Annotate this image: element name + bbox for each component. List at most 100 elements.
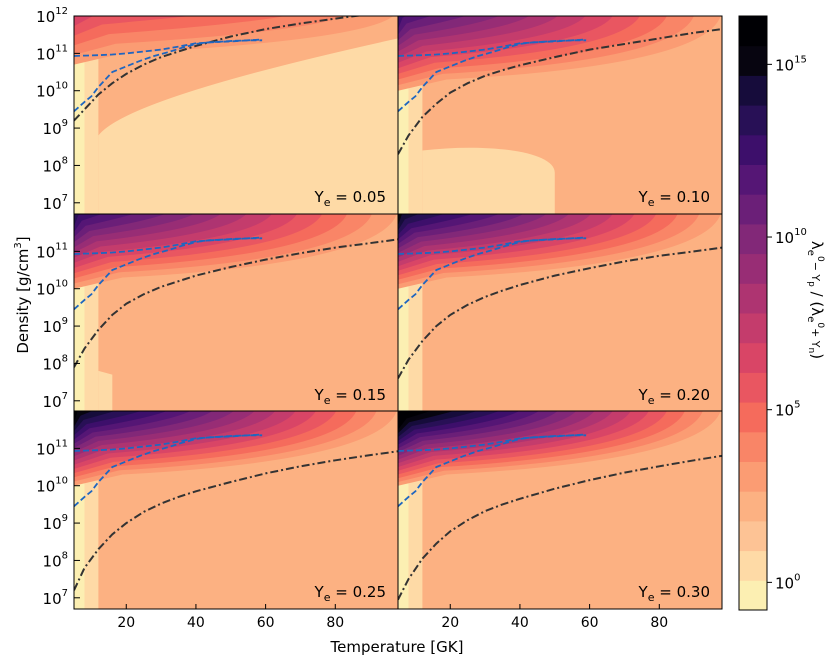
panel-frame bbox=[397, 410, 723, 610]
x-axis-label: Temperature [GK] bbox=[330, 638, 464, 656]
panel-label: Ye = 0.10 bbox=[638, 188, 710, 209]
panel: Ye = 0.10 bbox=[397, 15, 723, 215]
panel-label: Ye = 0.15 bbox=[314, 386, 386, 407]
y-tick-label: 1011 bbox=[36, 241, 68, 261]
contour-band bbox=[74, 0, 123, 9]
contour-field bbox=[398, 16, 722, 214]
dashed-curve bbox=[74, 38, 263, 57]
colorbar-band bbox=[739, 164, 767, 195]
contour-band bbox=[98, 370, 113, 412]
colorbar-band bbox=[739, 313, 767, 344]
x-tick-label: 20 bbox=[117, 615, 135, 631]
dashed-curve bbox=[398, 236, 587, 255]
colorbar-tick-label: 105 bbox=[775, 400, 800, 420]
panel: Ye = 0.20 bbox=[397, 213, 723, 413]
contour-band bbox=[398, 411, 413, 426]
colorbar-band bbox=[739, 194, 767, 225]
y-tick-label: 107 bbox=[43, 193, 68, 213]
panel: Ye = 0.05 1012 1011 1010 109 108 107 bbox=[36, 0, 399, 215]
panel-grid: Ye = 0.05 1012 1011 1010 109 108 107 Ye = 0.10 Y… bbox=[36, 0, 723, 631]
x-tick-label: 80 bbox=[326, 615, 344, 631]
contour-band bbox=[398, 214, 445, 235]
contour-field bbox=[74, 0, 398, 214]
dashed-curve bbox=[398, 433, 587, 452]
contour-band bbox=[398, 214, 409, 412]
contour-band bbox=[422, 147, 555, 214]
contour-band bbox=[98, 38, 398, 214]
contour-band bbox=[74, 411, 85, 609]
y-tick-label: 108 bbox=[43, 155, 68, 175]
contour-band bbox=[398, 16, 406, 30]
contour-band bbox=[74, 214, 85, 412]
contour-field bbox=[74, 411, 398, 609]
contour-band bbox=[74, 411, 93, 427]
y-tick-label: 1010 bbox=[36, 279, 68, 299]
contour-band bbox=[74, 16, 286, 46]
y-tick-label: 107 bbox=[43, 391, 68, 411]
colorbar-band bbox=[739, 16, 767, 47]
panel: Ye = 0.15 1011 1010 109 108 107 bbox=[36, 213, 399, 413]
contour-band bbox=[74, 16, 192, 36]
colorbar-band bbox=[739, 75, 767, 106]
x-tick-label: 40 bbox=[511, 615, 529, 631]
colorbar-tick-label: 100 bbox=[775, 572, 800, 592]
panel-label: Ye = 0.30 bbox=[638, 583, 710, 604]
contour-band bbox=[398, 16, 409, 214]
y-tick-label: 108 bbox=[43, 550, 68, 570]
panel-label: Ye = 0.20 bbox=[638, 386, 710, 407]
colorbar-frame bbox=[738, 15, 768, 611]
contour-band bbox=[74, 411, 79, 423]
x-tick-label: 40 bbox=[187, 615, 205, 631]
colorbar-band bbox=[739, 550, 767, 581]
colorbar-band bbox=[739, 45, 767, 76]
contour-band bbox=[74, 214, 81, 227]
colorbar-band bbox=[739, 342, 767, 373]
dashdot-curve bbox=[74, 16, 364, 122]
colorbar: 1015 1010 105 100 λe0− Yp / (λe0+ Yn) bbox=[738, 15, 826, 611]
colorbar-tick-label: 1015 bbox=[775, 54, 807, 74]
contour-band bbox=[74, 214, 134, 237]
dashdot-curve bbox=[74, 238, 398, 368]
x-tick-label: 60 bbox=[257, 615, 275, 631]
y-axis-label: Density [g/cm3] bbox=[13, 236, 32, 353]
dashdot-curve bbox=[398, 454, 722, 601]
colorbar-band bbox=[739, 223, 767, 255]
y-tick-label: 1011 bbox=[36, 438, 68, 458]
panel-label: Ye = 0.05 bbox=[314, 188, 386, 209]
colorbar-label: λe0− Yp / (λe0+ Yn) bbox=[805, 241, 826, 359]
colorbar-band bbox=[739, 283, 767, 314]
colorbar-band bbox=[739, 431, 767, 462]
dashed-curve bbox=[74, 236, 263, 255]
dashdot-curve bbox=[398, 28, 722, 155]
contour-band bbox=[398, 214, 403, 226]
colorbar-band bbox=[739, 520, 767, 552]
contour-band bbox=[398, 214, 419, 231]
y-tick-label: 1010 bbox=[36, 476, 68, 496]
x-tick-label: 20 bbox=[441, 615, 459, 631]
colorbar-band bbox=[739, 253, 767, 284]
panel-label: Ye = 0.25 bbox=[314, 583, 386, 604]
contour-band bbox=[74, 16, 94, 27]
dashdot-curve bbox=[74, 450, 398, 591]
colorbar-band bbox=[739, 461, 767, 492]
colorbar-band bbox=[739, 580, 767, 611]
y-tick-label: 108 bbox=[43, 353, 68, 373]
panel: Ye = 0.25 1011 1010 109 108 107 20 40 60 80 bbox=[36, 410, 399, 631]
y-tick-label: 1012 bbox=[36, 6, 68, 26]
contour-field bbox=[398, 411, 722, 609]
y-tick-label: 107 bbox=[43, 588, 68, 608]
dashed-curve bbox=[74, 433, 263, 452]
dashdot-curve bbox=[398, 246, 722, 379]
contour-band bbox=[74, 214, 102, 232]
y-tick-label: 109 bbox=[43, 316, 68, 336]
y-tick-label: 1011 bbox=[36, 43, 68, 63]
y-tick-label: 109 bbox=[43, 118, 68, 138]
y-tick-label: 1010 bbox=[36, 81, 68, 101]
x-tick-label: 60 bbox=[581, 615, 599, 631]
colorbar-band bbox=[739, 134, 767, 165]
colorbar-tick-label: 1010 bbox=[775, 227, 807, 247]
contour-field bbox=[398, 214, 722, 412]
x-tick-label: 80 bbox=[650, 615, 668, 631]
contour-band bbox=[398, 411, 431, 430]
